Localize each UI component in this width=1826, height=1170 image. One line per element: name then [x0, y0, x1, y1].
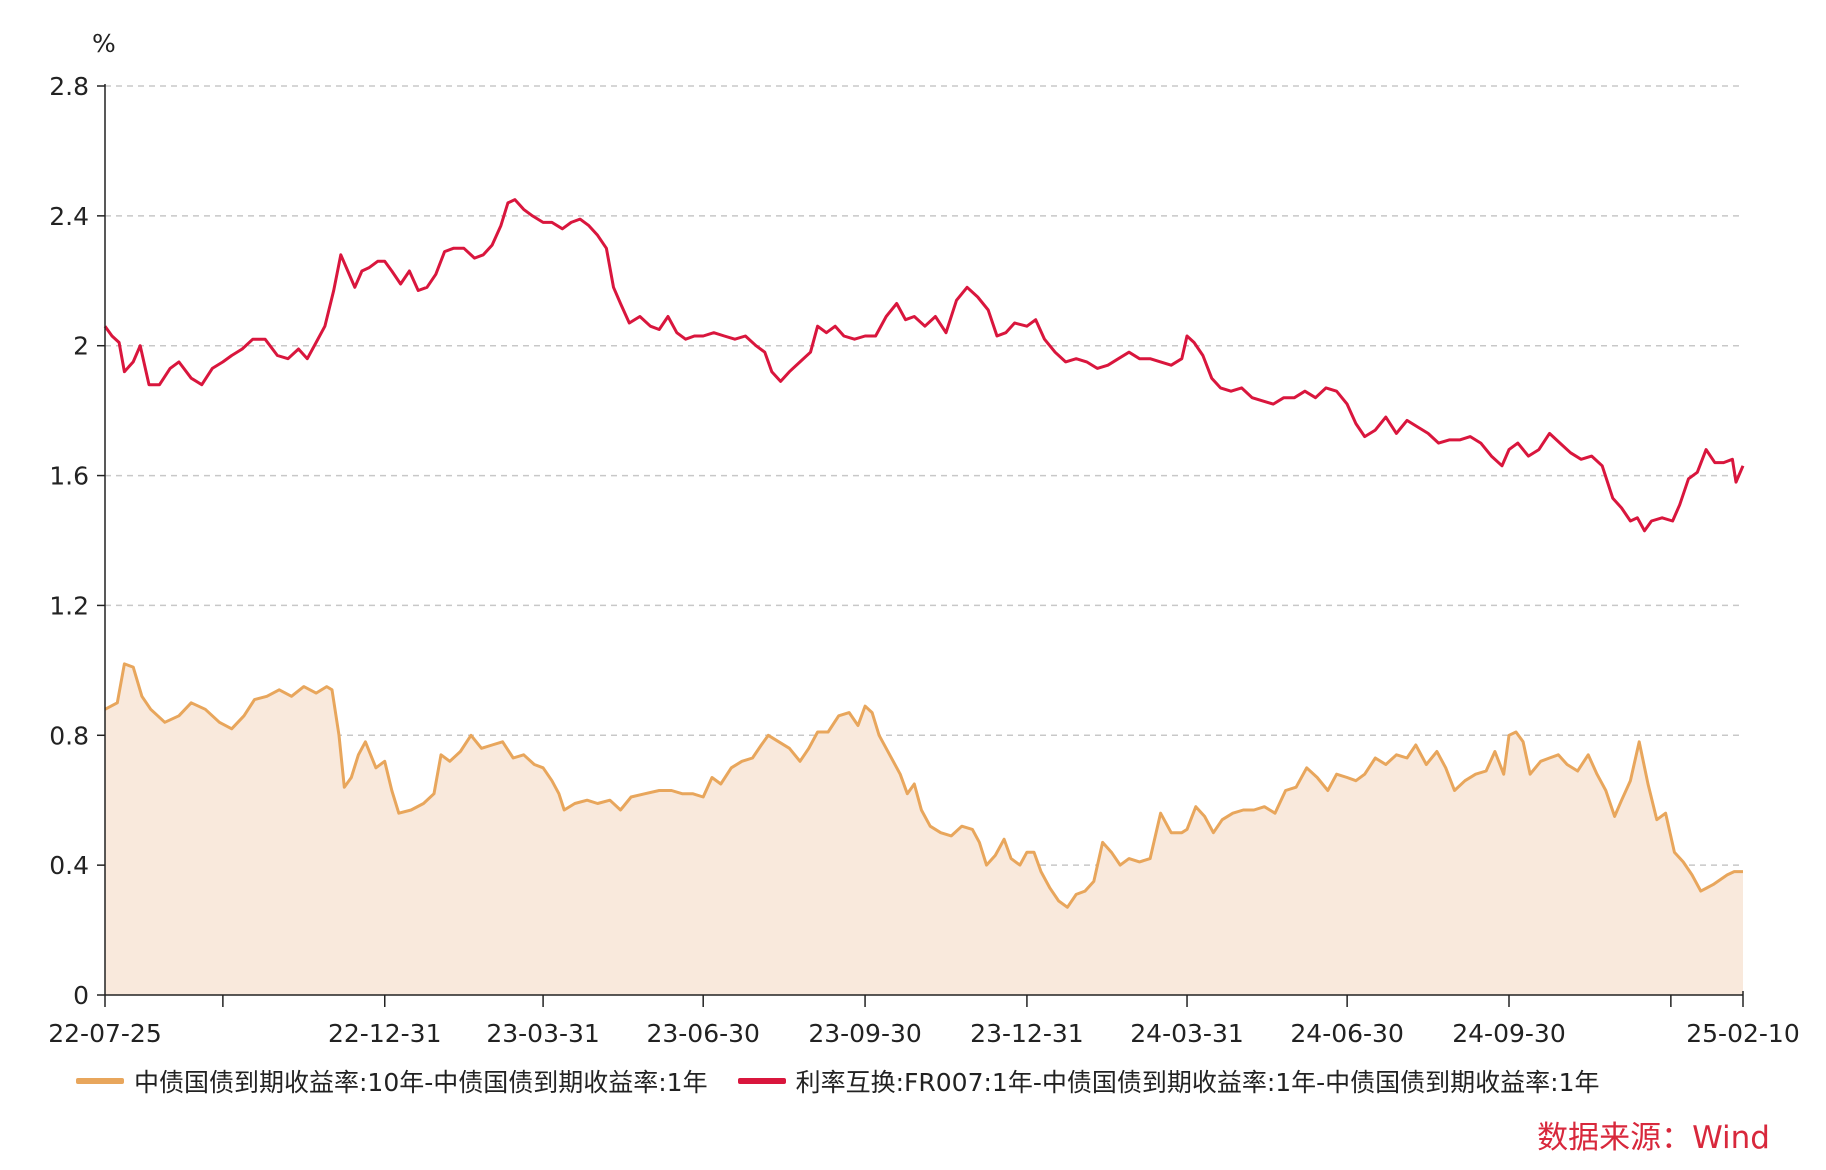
x-tick-label-0: 22-07-25	[48, 1019, 161, 1048]
y-tick-label-0: 0	[73, 981, 89, 1010]
x-tick-label-8: 24-06-30	[1290, 1019, 1403, 1048]
legend-item-irs-spread: 利率互换:FR007:1年-中债国债到期收益率:1年-中债国债到期收益率:1年	[737, 1063, 1600, 1099]
x-tick-label-3: 23-03-31	[486, 1019, 599, 1048]
tick-labels: 0 0.4 0.8 1.2 1.6 2 2.4 2.8 22-07-25 22-12-31 23-0…	[48, 72, 1799, 1048]
legend: 中债国债到期收益率:10年-中债国债到期收益率:1年 利率互换:FR007:1年…	[76, 1063, 1600, 1099]
y-tick-label-1: 0.4	[49, 851, 89, 880]
y-tick-label-3: 1.2	[49, 591, 89, 620]
y-tick-label-4: 1.6	[49, 462, 89, 491]
y-tick-label-7: 2.8	[49, 72, 89, 101]
y-tick-label-6: 2.4	[49, 202, 89, 231]
gridlines	[105, 85, 1743, 866]
legend-label-irs-spread: 利率互换:FR007:1年-中债国债到期收益率:1年-中债国债到期收益率:1年	[795, 1068, 1600, 1097]
legend-swatch-gold	[76, 1078, 124, 1084]
axes	[97, 84, 1744, 1007]
y-axis-unit-label: %	[92, 29, 116, 58]
data-source-note: 数据来源：Wind	[1537, 1120, 1770, 1156]
legend-item-spread-10y-1y: 中债国债到期收益率:10年-中债国债到期收益率:1年	[76, 1063, 708, 1099]
x-tick-label-5: 23-09-30	[808, 1019, 921, 1048]
series-lines	[103, 198, 1745, 909]
x-tick-label-6: 23-12-31	[970, 1019, 1083, 1048]
series-area-0	[105, 663, 1743, 995]
x-tick-label-4: 23-06-30	[646, 1019, 759, 1048]
x-tick-label-9: 24-09-30	[1452, 1019, 1565, 1048]
x-tick-label-2: 22-12-31	[328, 1019, 441, 1048]
y-tick-label-5: 2	[73, 332, 89, 361]
y-tick-label-2: 0.8	[49, 721, 89, 750]
series-line-1	[103, 198, 1745, 533]
x-tick-label-11: 25-02-10	[1686, 1019, 1799, 1048]
legend-label-spread-10y-1y: 中债国债到期收益率:10年-中债国债到期收益率:1年	[134, 1068, 708, 1097]
x-tick-label-7: 24-03-31	[1130, 1019, 1243, 1048]
area-layer	[105, 663, 1743, 995]
series-line-0	[104, 662, 1743, 909]
legend-swatch-red	[737, 1078, 786, 1084]
